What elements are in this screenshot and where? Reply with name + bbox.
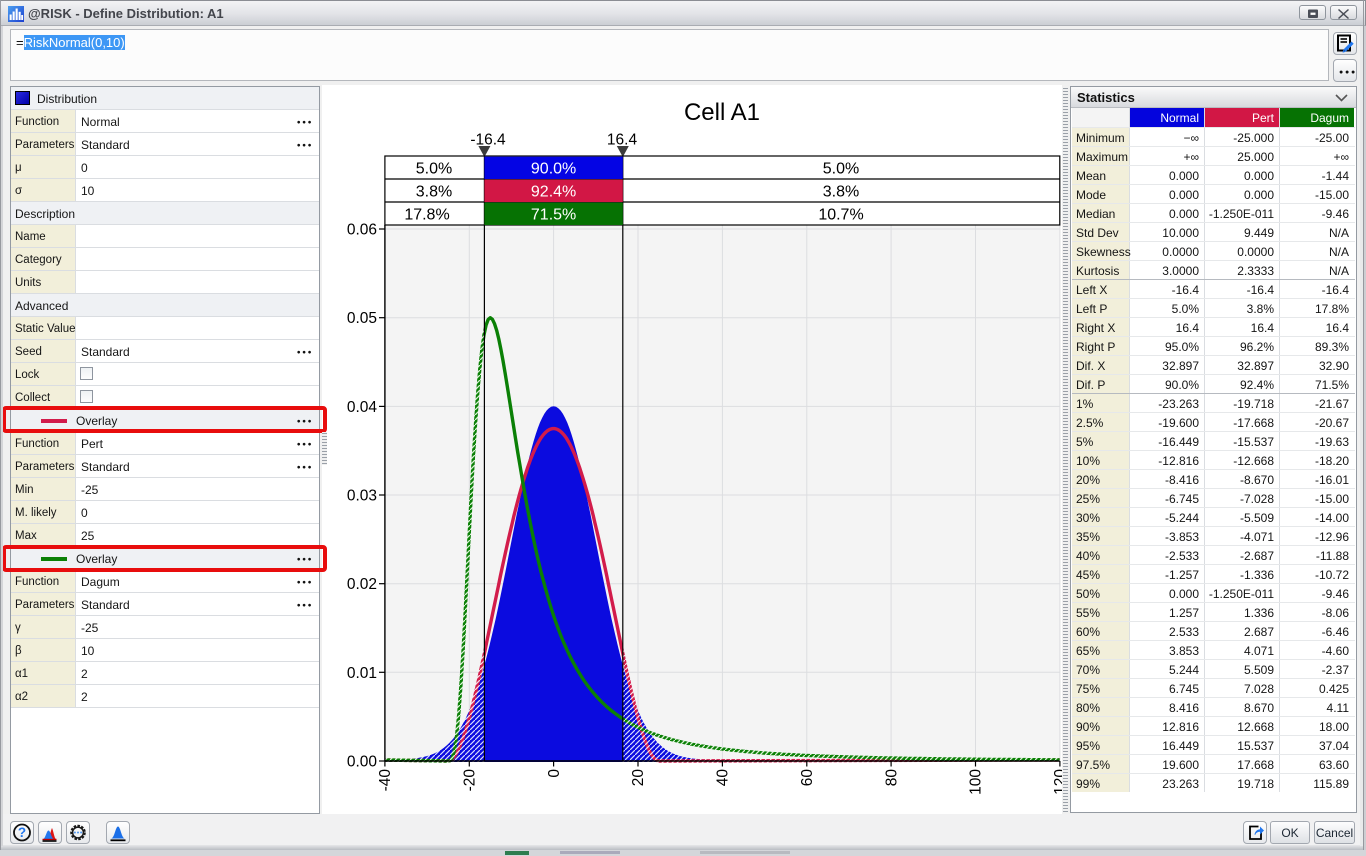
svg-text:0.04: 0.04 [347, 399, 378, 416]
svg-text:0.01: 0.01 [347, 665, 377, 682]
svg-text:?: ? [18, 825, 26, 840]
svg-text:92.4%: 92.4% [531, 184, 576, 201]
svg-text:0: 0 [546, 769, 563, 778]
svg-text:-20: -20 [462, 769, 479, 792]
svg-text:120: 120 [1052, 769, 1062, 795]
svg-text:100: 100 [968, 769, 985, 795]
svg-text:3.8%: 3.8% [823, 184, 859, 201]
svg-text:71.5%: 71.5% [531, 207, 576, 224]
svg-text:0.03: 0.03 [347, 488, 377, 505]
svg-text:60: 60 [799, 769, 816, 787]
svg-text:0.00: 0.00 [347, 754, 378, 771]
svg-text:Cell A1: Cell A1 [684, 99, 760, 126]
svg-text:0.05: 0.05 [347, 310, 377, 327]
svg-text:0.02: 0.02 [347, 576, 377, 593]
svg-text:5.0%: 5.0% [823, 161, 859, 178]
svg-text:10.7%: 10.7% [818, 207, 863, 224]
svg-text:40: 40 [715, 769, 732, 787]
svg-text:-16.4: -16.4 [470, 132, 506, 149]
svg-text:90.0%: 90.0% [531, 161, 576, 178]
svg-text:3.8%: 3.8% [416, 184, 452, 201]
svg-text:80: 80 [883, 769, 900, 787]
svg-text:5.0%: 5.0% [416, 161, 452, 178]
svg-text:16.4: 16.4 [607, 132, 638, 149]
svg-text:-40: -40 [377, 769, 394, 792]
svg-text:20: 20 [630, 769, 647, 787]
svg-text:0.06: 0.06 [347, 222, 377, 239]
svg-text:17.8%: 17.8% [404, 207, 449, 224]
